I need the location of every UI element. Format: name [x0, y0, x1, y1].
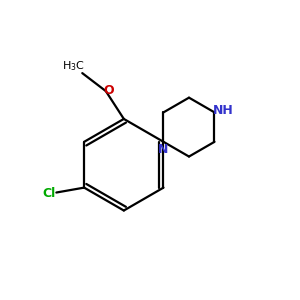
Text: NH: NH [213, 104, 234, 117]
Text: N: N [158, 142, 168, 155]
Text: H$_3$C: H$_3$C [62, 59, 85, 73]
Text: O: O [103, 84, 114, 97]
Text: Cl: Cl [43, 187, 56, 200]
